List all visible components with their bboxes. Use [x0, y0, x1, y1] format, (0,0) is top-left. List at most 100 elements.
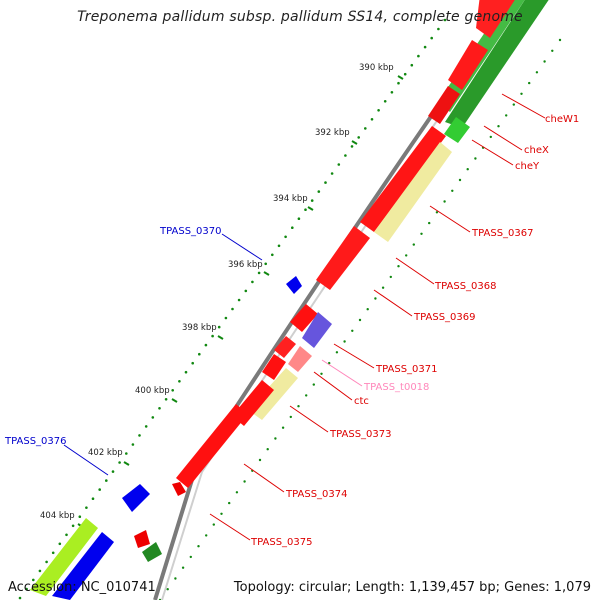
inner-scale-dot [543, 60, 546, 63]
scale-dot [430, 36, 434, 40]
inner-scale-dot [243, 480, 246, 483]
scale-dot [291, 226, 294, 229]
inner-scale-dot [558, 38, 562, 42]
scale-label: 400 kbp [135, 386, 170, 396]
gene-green-track-1 [445, 0, 549, 128]
inner-scale-dot [297, 405, 300, 408]
scale-dot [284, 235, 287, 239]
inner-scale-dot [458, 178, 462, 182]
scale-label: 398 kbp [182, 323, 217, 333]
inner-scale-dot [358, 318, 362, 322]
scale-dot [131, 443, 135, 446]
inner-scale-dot [520, 92, 523, 96]
gene-cheY [444, 117, 470, 143]
inner-scale-dot [235, 491, 239, 494]
cds-TPASS_0376 [122, 484, 150, 512]
gene-label-TPASS_0374: TPASS_0374 [285, 489, 347, 500]
inner-scale-dot [451, 189, 454, 192]
inner-scale-dot [205, 534, 208, 537]
scale-dot [251, 280, 254, 284]
cds-top-red-1 [476, 0, 515, 38]
scale-dot [417, 54, 420, 58]
scale-dot [178, 380, 181, 383]
cds-TPASS_0369 [290, 304, 318, 332]
gene-labels: cheW1 cheX cheY TPASS_0367 TPASS_0368 TP… [4, 114, 579, 548]
scale-tick [217, 335, 224, 340]
scale-dot [91, 497, 95, 501]
scale-dot [171, 389, 174, 392]
scale-dot [377, 109, 380, 112]
gene-label-TPASS_0375: TPASS_0375 [250, 537, 312, 548]
inner-scale-dot [197, 545, 200, 548]
scale-tick [123, 461, 130, 466]
inner-scale-dot [381, 286, 385, 289]
scale-dot [237, 298, 241, 302]
scale-dot-ring [18, 18, 562, 600]
scale-label: 394 kbp [273, 194, 308, 204]
scale-dot [357, 136, 361, 139]
cds-red-small [274, 336, 296, 358]
feature-TPASS_0367-light [374, 142, 452, 242]
inner-scale-dot [405, 254, 408, 257]
scale-dot [304, 208, 307, 211]
inner-scale-dot [174, 577, 177, 580]
scale-dot [204, 343, 208, 347]
inner-scale-dot [312, 383, 315, 386]
scale-dot [198, 352, 201, 356]
inner-scale-dot [512, 103, 515, 106]
inner-scale-dot [435, 211, 439, 214]
gene-label-ctc: ctc [354, 396, 369, 407]
cds-top-red-3 [428, 86, 460, 124]
scale-tick [351, 140, 358, 145]
inner-scale-dot [305, 394, 308, 397]
inner-scale-dot [443, 200, 446, 203]
scale-dot [65, 533, 68, 537]
inner-scale-dot [335, 351, 339, 354]
scale-dot [18, 596, 22, 600]
scale-dot [403, 72, 407, 76]
scale-label: 396 kbp [228, 260, 263, 270]
gene-label-TPASS_0368: TPASS_0368 [434, 281, 496, 292]
scale-dot [164, 398, 168, 401]
cds-lime [30, 518, 98, 596]
scale-dot [297, 217, 301, 220]
scale-tick [397, 75, 404, 80]
scale-dot [264, 262, 268, 266]
scale-dot [111, 470, 115, 473]
inner-scale-dot [189, 555, 192, 559]
scale-dot [410, 63, 414, 67]
scale-dot [437, 27, 440, 31]
scale-dot [277, 244, 281, 248]
inner-scale-dot [374, 297, 377, 300]
inner-scale-dot [351, 329, 354, 332]
inner-scale-dot [389, 275, 392, 279]
cds-TPASS_0374 [176, 404, 248, 488]
scale-label: 390 kbp [359, 63, 394, 73]
inner-scale-dot [228, 501, 231, 505]
inner-scale-dot [412, 243, 415, 246]
inner-scale-dot [420, 232, 423, 235]
scale-dot [118, 461, 121, 464]
cds-TPASS_0375-red [134, 530, 150, 548]
inner-scale-dot [212, 523, 215, 526]
scale-tick [307, 206, 314, 211]
scale-dot [330, 172, 334, 175]
inner-scale-dot [343, 340, 346, 343]
feature-tracks [30, 0, 549, 600]
inner-scale-dot [528, 81, 531, 85]
scale-dot [184, 370, 188, 374]
inner-scale-dot [397, 265, 400, 268]
cds-TPASS_0368 [316, 226, 370, 290]
map-title: Treponema pallidum subsp. pallidum SS14,… [77, 9, 523, 25]
gene-label-TPASS_0373: TPASS_0373 [329, 429, 391, 440]
scale-dot [244, 289, 248, 293]
scale-dot [58, 542, 62, 546]
scale-dot [443, 18, 447, 22]
inner-scale-dot [320, 372, 323, 375]
scale-dot [125, 452, 128, 455]
scale-tick [171, 398, 178, 403]
trna-TPASS_t0018 [288, 346, 312, 372]
backbone-outer [153, 0, 516, 600]
scale-label: 392 kbp [315, 128, 350, 138]
inner-scale-dot [497, 125, 500, 128]
